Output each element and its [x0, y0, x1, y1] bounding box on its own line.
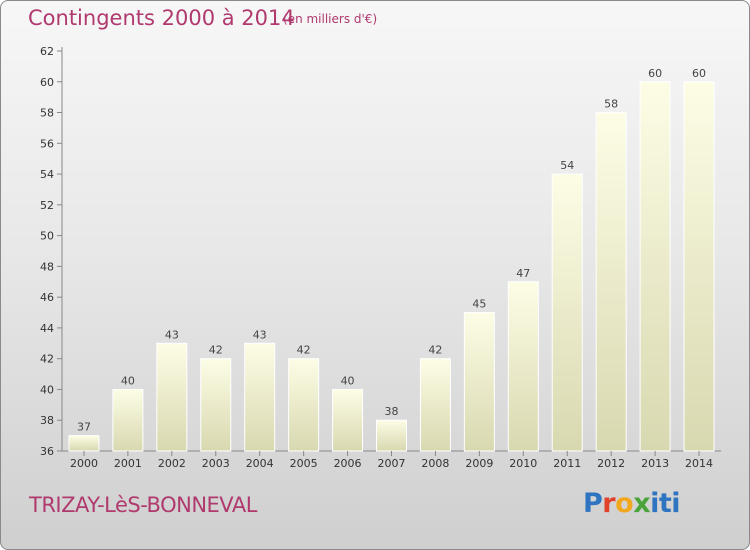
bar-value-label: 47 [516, 267, 530, 280]
chart-title: Contingents 2000 à 2014 [28, 6, 295, 30]
bar-value-label: 40 [341, 374, 355, 387]
y-tick-label: 42 [40, 353, 54, 366]
chart-subtitle: (en milliers d'€) [283, 12, 378, 26]
y-tick-label: 46 [40, 291, 54, 304]
y-tick-label: 38 [40, 414, 54, 427]
x-tick-label: 2003 [202, 457, 230, 470]
bar-value-label: 42 [297, 344, 311, 357]
bar-2000 [68, 435, 100, 452]
bar-2012 [595, 112, 627, 452]
x-tick-label: 2011 [553, 457, 581, 470]
y-tick-label: 52 [40, 199, 54, 212]
bar-value-label: 60 [648, 67, 662, 80]
x-tick-label: 2013 [641, 457, 669, 470]
x-tick-label: 2000 [70, 457, 98, 470]
x-tick-label: 2010 [509, 457, 537, 470]
x-tick-label: 2012 [597, 457, 625, 470]
y-tick-label: 58 [40, 107, 54, 120]
x-tick-label: 2005 [290, 457, 318, 470]
x-tick-label: 2002 [158, 457, 186, 470]
bar-value-label: 37 [77, 421, 91, 434]
y-tick-label: 62 [40, 45, 54, 58]
bar-value-label: 42 [428, 344, 442, 357]
x-tick-label: 2008 [421, 457, 449, 470]
bar-value-label: 45 [472, 298, 486, 311]
x-tick-label: 2006 [334, 457, 362, 470]
x-tick-label: 2007 [378, 457, 406, 470]
proxiti-logo[interactable]: Proxiti [583, 488, 681, 519]
y-tick-label: 36 [40, 445, 54, 458]
bar-2010 [507, 281, 539, 452]
x-tick-label: 2009 [465, 457, 493, 470]
bar-value-label: 43 [165, 328, 179, 341]
bar-2008 [419, 358, 451, 452]
bar-value-label: 54 [560, 159, 574, 172]
bar-value-label: 42 [209, 344, 223, 357]
bar-value-label: 43 [253, 328, 267, 341]
bar-2005 [288, 358, 320, 452]
y-tick-label: 56 [40, 137, 54, 150]
bar-2009 [463, 312, 495, 452]
x-axis-ticks: 2000 2001 2002 2003 2004 2005 2006 2007 2008 2009… [70, 451, 713, 470]
bar-2003 [200, 358, 232, 452]
y-tick-label: 40 [40, 383, 54, 396]
bar-2001 [112, 388, 144, 452]
bar-value-label: 40 [121, 374, 135, 387]
bar-2006 [332, 388, 364, 452]
bar-2007 [376, 419, 407, 452]
y-axis-ticks: 36 38 40 42 44 46 48 50 52 54 56 58 60 62 [40, 45, 62, 458]
y-tick-label: 60 [40, 76, 54, 89]
chart-bars: 37 40 43 42 43 42 40 38 42 45 47 54 58 60 60 [68, 67, 715, 452]
x-tick-label: 2001 [114, 457, 142, 470]
bar-2002 [156, 342, 188, 452]
bar-value-label: 38 [385, 405, 399, 418]
bar-value-label: 60 [692, 67, 706, 80]
bar-2014 [683, 81, 715, 452]
y-tick-label: 50 [40, 230, 54, 243]
bar-value-label: 58 [604, 98, 618, 111]
x-tick-label: 2004 [246, 457, 274, 470]
y-tick-label: 54 [40, 168, 54, 181]
bar-2011 [551, 173, 583, 452]
place-name: TRIZAY-LèS-BONNEVAL [29, 493, 257, 517]
bar-2004 [244, 342, 276, 452]
y-tick-label: 48 [40, 260, 54, 273]
x-tick-label: 2014 [685, 457, 713, 470]
y-tick-label: 44 [40, 322, 54, 335]
bar-2013 [639, 81, 671, 452]
